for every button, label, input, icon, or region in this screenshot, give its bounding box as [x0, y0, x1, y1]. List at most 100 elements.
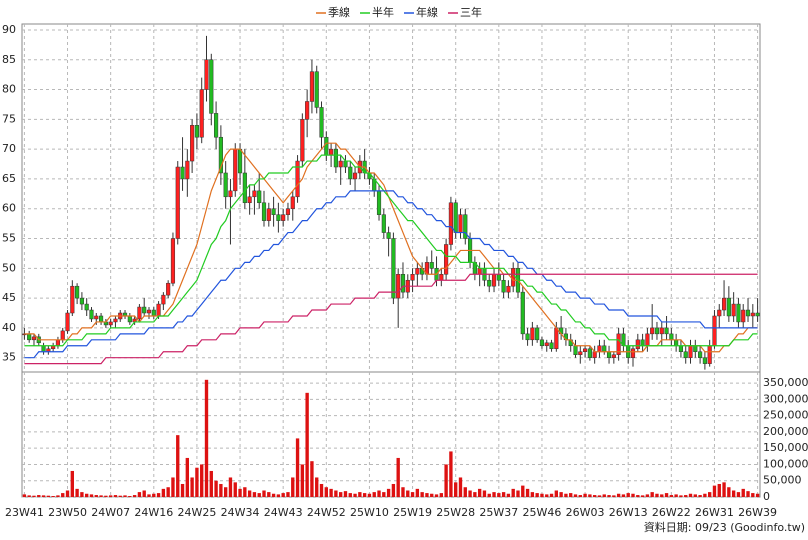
volume-bar — [80, 492, 84, 497]
volume-bar — [684, 495, 688, 497]
volume-bar — [166, 487, 170, 497]
candle-body — [305, 101, 310, 120]
volume-bar — [621, 494, 626, 497]
volume-bar — [545, 494, 549, 497]
candle-body — [650, 327, 655, 335]
candle-body — [199, 89, 204, 138]
candle-body — [261, 202, 267, 221]
y2-tick-label: 0 — [763, 490, 770, 503]
candle-body — [324, 136, 329, 156]
y-tick-label: 55 — [2, 232, 16, 245]
volume-bar — [391, 483, 396, 497]
candle-body — [745, 309, 751, 317]
volume-bar — [420, 492, 424, 497]
legend-label: 年線 — [416, 5, 438, 19]
x-tick-label: 26W13 — [609, 506, 648, 519]
candle-body — [731, 303, 736, 317]
candle-body — [736, 303, 741, 323]
candle-body — [659, 327, 664, 335]
x-tick-label: 26W22 — [652, 506, 691, 519]
candle-body — [194, 125, 199, 138]
candle-body — [554, 327, 559, 350]
volume-bar — [597, 495, 602, 497]
candle-body — [60, 330, 65, 341]
volume-bar — [329, 488, 333, 497]
candle-body — [525, 333, 530, 341]
candle-body — [669, 333, 674, 341]
candle-body — [214, 113, 219, 138]
candle-body — [79, 297, 84, 305]
volume-bar — [454, 482, 458, 497]
candle-body — [688, 345, 693, 358]
volume-bar — [238, 488, 242, 497]
candle-body — [501, 279, 506, 293]
volume-bar — [324, 487, 328, 497]
volume-bar — [56, 495, 60, 497]
volume-bar — [540, 493, 544, 497]
y2-tick-label: 100,000 — [763, 457, 808, 470]
volume-bar — [741, 488, 745, 497]
volume-bar — [190, 477, 194, 497]
volume-bar — [415, 488, 420, 497]
volume-bar — [473, 492, 477, 497]
candle-body — [592, 351, 597, 358]
candle-body — [170, 238, 176, 284]
footnote: 資料日期: 09/23 (Goodinfo.tw) — [644, 520, 805, 534]
volume-bar — [37, 495, 41, 497]
volume-bar — [602, 494, 606, 497]
volume-bar — [751, 493, 755, 497]
volume-bar — [372, 492, 376, 497]
candle-body — [702, 357, 707, 364]
candle-body — [146, 309, 152, 314]
volume-bar — [482, 490, 487, 497]
candle-body — [496, 274, 501, 281]
volume-bar — [377, 490, 381, 497]
volume-bar — [722, 482, 726, 497]
volume-bar — [362, 493, 367, 497]
y-tick-label: 50 — [2, 261, 16, 274]
candle-body — [376, 190, 382, 215]
volume-bar — [334, 490, 338, 497]
volume-bar — [85, 493, 89, 497]
volume-bar — [564, 493, 568, 497]
candle-body — [439, 274, 444, 281]
candle-body — [166, 282, 171, 296]
volume-bar — [51, 496, 55, 497]
x-tick-label: 24W43 — [264, 506, 303, 519]
y-tick-label: 75 — [2, 112, 16, 125]
candle-body — [127, 315, 132, 323]
x-tick-label: 24W52 — [307, 506, 346, 519]
volume-bar — [636, 495, 640, 497]
legend-label: 季線 — [328, 5, 350, 19]
candle-body — [721, 297, 727, 311]
candle-body — [674, 339, 679, 347]
candle-body — [223, 172, 228, 198]
volume-bar — [219, 483, 223, 497]
candle-body — [257, 190, 262, 204]
volume-bar — [214, 480, 218, 497]
candle-body — [616, 333, 621, 355]
candle-body — [707, 345, 712, 364]
candle-body — [511, 268, 516, 287]
volume-bar — [727, 487, 731, 497]
candle-body — [755, 312, 760, 317]
candle-body — [477, 268, 482, 275]
candle-body — [678, 345, 683, 352]
candle-body — [55, 339, 61, 347]
x-tick-label: 24W07 — [91, 506, 130, 519]
moving-average-line — [24, 273, 758, 365]
candle-body — [712, 315, 717, 347]
plot-frame — [21, 23, 761, 498]
volume-bar — [286, 492, 290, 497]
volume-bar — [319, 483, 324, 497]
y-tick-label: 70 — [2, 142, 16, 155]
candle-body — [237, 148, 243, 174]
candle-body — [587, 348, 592, 358]
volume-bar — [343, 491, 348, 497]
volume-bar — [142, 490, 146, 497]
x-tick-label: 24W16 — [134, 506, 173, 519]
candle-body — [151, 309, 156, 317]
candle-body — [506, 285, 511, 293]
volume-bar — [99, 495, 103, 497]
y2-tick-label: 200,000 — [763, 425, 808, 438]
